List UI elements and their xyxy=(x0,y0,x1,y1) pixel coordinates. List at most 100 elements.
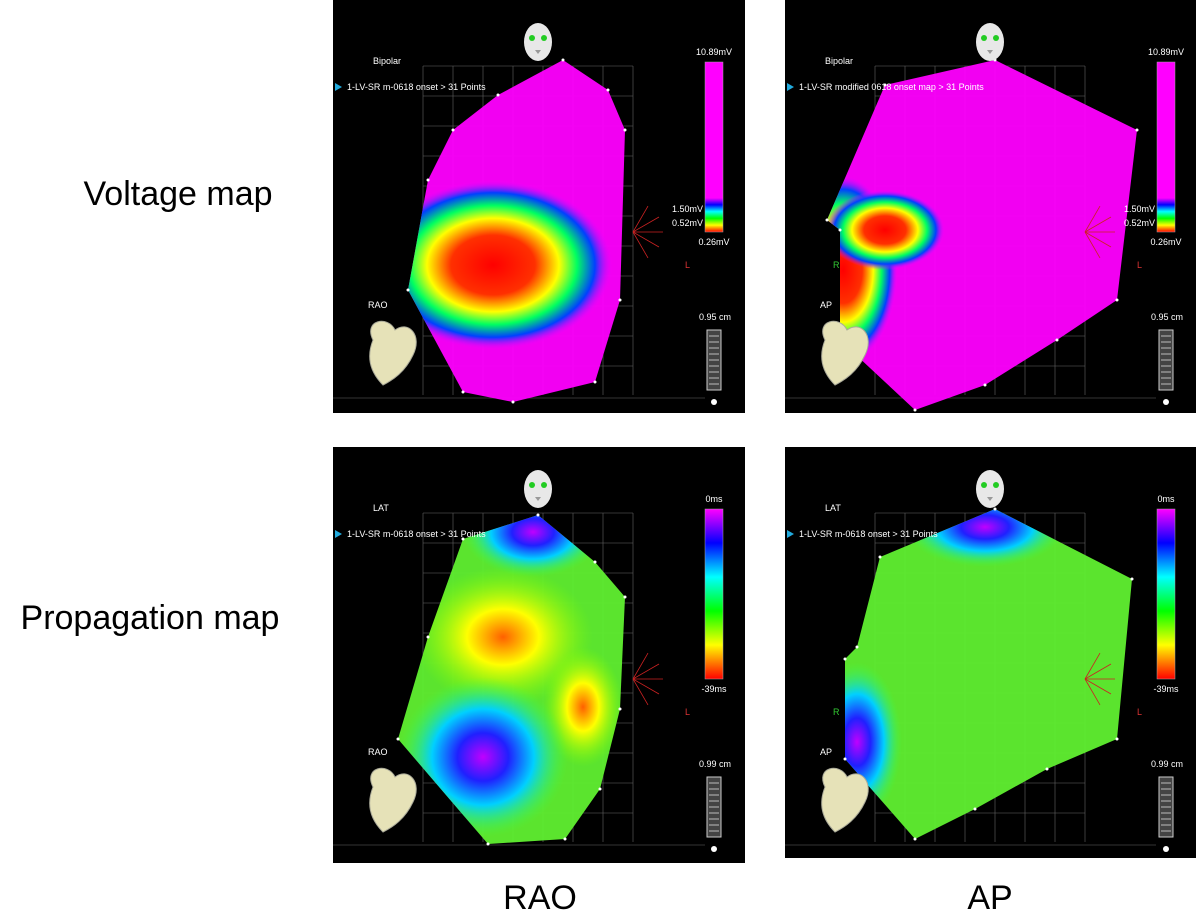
map-panel: LAT 1-LV-SR m-0618 onset > 31 Points 0ms -3… xyxy=(785,447,1196,858)
activation-region xyxy=(408,180,613,350)
row-label: Propagation map xyxy=(21,599,280,637)
sample-point xyxy=(825,218,829,222)
sample-point xyxy=(396,737,400,741)
distance-knob xyxy=(1163,399,1169,405)
sample-point xyxy=(451,128,455,132)
sample-point xyxy=(561,58,565,62)
sample-point xyxy=(496,93,500,97)
face-eye xyxy=(981,35,987,41)
scale-top-label: 10.89mV xyxy=(1148,47,1184,57)
sample-point xyxy=(563,837,567,841)
scale-top-label: 0ms xyxy=(705,494,723,504)
orientation-face xyxy=(976,23,1004,61)
sample-point xyxy=(1115,298,1119,302)
map-pointer xyxy=(787,83,794,91)
sample-point xyxy=(618,298,622,302)
distance-label: 0.99 cm xyxy=(1151,759,1183,769)
sample-point xyxy=(623,128,627,132)
row-label: Voltage map xyxy=(83,175,272,213)
sample-point xyxy=(1045,767,1049,771)
column-label: RAO xyxy=(503,879,577,917)
sample-point xyxy=(598,787,602,791)
sample-point xyxy=(843,757,847,761)
color-bar xyxy=(704,61,724,233)
color-bar xyxy=(704,508,724,680)
view-label: AP xyxy=(820,300,832,310)
heart-icon xyxy=(821,320,869,386)
scale-top-label: 0ms xyxy=(1157,494,1175,504)
sample-point xyxy=(838,228,842,232)
face-eye xyxy=(981,482,987,488)
sample-point xyxy=(536,513,540,517)
sample-point xyxy=(1055,338,1059,342)
map-pointer xyxy=(787,530,794,538)
map-mode: LAT xyxy=(825,503,841,513)
distance-knob xyxy=(711,399,717,405)
scale-mark-label: 0.52mV xyxy=(1124,218,1155,228)
sample-point xyxy=(878,555,882,559)
axis-label: R xyxy=(833,260,840,270)
axis-ray xyxy=(632,678,649,706)
heart-icon xyxy=(369,767,417,833)
face-nose xyxy=(987,50,993,54)
sample-point xyxy=(511,400,515,404)
map-name: 1-LV-SR modified 0618 onset map > 31 Poi… xyxy=(799,82,984,92)
sample-point xyxy=(883,83,887,87)
map-mode: Bipolar xyxy=(373,56,401,66)
view-label: AP xyxy=(820,747,832,757)
distance-label: 0.95 cm xyxy=(1151,312,1183,322)
axis-ray xyxy=(1084,231,1112,248)
face-eye xyxy=(529,482,535,488)
sample-point xyxy=(913,837,917,841)
activation-region xyxy=(905,509,1065,567)
axis-label: L xyxy=(1137,707,1142,717)
axis-ray xyxy=(632,678,660,695)
activation-region xyxy=(827,190,945,270)
face-eye xyxy=(541,482,547,488)
orientation-face xyxy=(524,470,552,508)
sample-point xyxy=(486,842,490,846)
sample-point xyxy=(593,560,597,564)
face-eye xyxy=(993,35,999,41)
axis-label: R xyxy=(833,707,840,717)
heart-icon xyxy=(369,320,417,386)
axis-ray xyxy=(1084,678,1101,706)
sample-point xyxy=(426,178,430,182)
scale-mark-label: 0.52mV xyxy=(672,218,703,228)
face-nose xyxy=(535,50,541,54)
sample-point xyxy=(406,288,410,292)
map-name: 1-LV-SR m-0618 onset > 31 Points xyxy=(799,529,938,539)
face-eye xyxy=(541,35,547,41)
sample-point xyxy=(1130,577,1134,581)
sample-point xyxy=(913,408,917,412)
scale-bottom-label: 0.26mV xyxy=(1150,237,1181,247)
distance-knob xyxy=(711,846,717,852)
scale-bottom-label: -39ms xyxy=(1153,684,1179,694)
axis-label: L xyxy=(685,707,690,717)
color-bar xyxy=(1156,61,1176,233)
sample-point xyxy=(426,635,430,639)
map-mode: Bipolar xyxy=(825,56,853,66)
sample-point xyxy=(843,657,847,661)
sample-point xyxy=(606,88,610,92)
axis-ray xyxy=(1084,205,1101,233)
map-name: 1-LV-SR m-0618 onset > 31 Points xyxy=(347,529,486,539)
map-panel: Bipolar 1-LV-SR m-0618 onset > 31 Points 1… xyxy=(333,0,745,413)
face-nose xyxy=(535,497,541,501)
view-label: RAO xyxy=(368,747,388,757)
scale-bottom-label: -39ms xyxy=(701,684,727,694)
sample-point xyxy=(623,595,627,599)
sample-point xyxy=(618,707,622,711)
distance-label: 0.95 cm xyxy=(699,312,731,322)
orientation-face xyxy=(976,470,1004,508)
scale-mark-label: 1.50mV xyxy=(1124,204,1155,214)
axis-ray xyxy=(632,652,649,680)
map-pointer xyxy=(335,530,342,538)
scale-bottom-label: 0.26mV xyxy=(698,237,729,247)
activation-region xyxy=(413,567,593,707)
activation-region xyxy=(845,662,902,822)
column-label: AP xyxy=(967,879,1012,917)
axis-ray xyxy=(632,231,649,259)
axis-label: L xyxy=(1137,260,1142,270)
